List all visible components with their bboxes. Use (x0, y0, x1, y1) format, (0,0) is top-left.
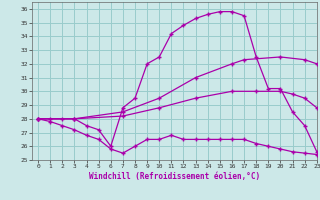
X-axis label: Windchill (Refroidissement éolien,°C): Windchill (Refroidissement éolien,°C) (89, 172, 260, 181)
